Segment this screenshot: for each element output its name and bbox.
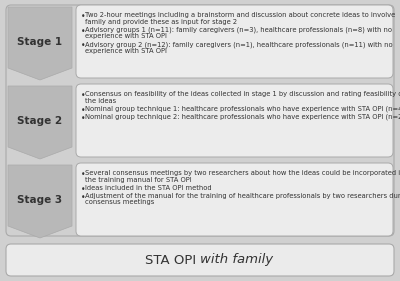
- Text: •: •: [81, 91, 86, 100]
- Text: Consensus on feasibility of the ideas collected in stage 1 by discussion and rat: Consensus on feasibility of the ideas co…: [85, 91, 400, 97]
- Text: Stage 2: Stage 2: [18, 116, 62, 126]
- FancyBboxPatch shape: [6, 5, 394, 236]
- Polygon shape: [8, 165, 72, 238]
- Text: Ideas included in the STA OPI method: Ideas included in the STA OPI method: [85, 185, 212, 191]
- Text: Stage 1: Stage 1: [18, 37, 62, 47]
- Text: the ideas: the ideas: [85, 98, 116, 104]
- Text: the training manual for STA OPI: the training manual for STA OPI: [85, 176, 192, 183]
- Text: with family: with family: [200, 253, 273, 266]
- Text: Advisory groups 1 (n=11): family caregivers (n=3), healthcare professionals (n=8: Advisory groups 1 (n=11): family caregiv…: [85, 27, 392, 33]
- Text: family and provide these as input for stage 2: family and provide these as input for st…: [85, 19, 237, 25]
- Text: Advisory group 2 (n=12): family caregivers (n=1), healthcare professionals (n=11: Advisory group 2 (n=12): family caregive…: [85, 41, 393, 48]
- Text: •: •: [81, 12, 86, 21]
- Text: experience with STA OPI: experience with STA OPI: [85, 48, 167, 54]
- Text: Adjustment of the manual for the training of healthcare professionals by two res: Adjustment of the manual for the trainin…: [85, 193, 400, 199]
- Text: consensus meetings: consensus meetings: [85, 200, 154, 205]
- Polygon shape: [8, 7, 72, 80]
- Text: Two 2-hour meetings including a brainstorm and discussion about concrete ideas t: Two 2-hour meetings including a brainsto…: [85, 12, 395, 18]
- Text: •: •: [81, 27, 86, 36]
- Text: Nominal group technique 2: healthcare professionals who have experience with STA: Nominal group technique 2: healthcare pr…: [85, 114, 400, 120]
- Text: STA OPI: STA OPI: [145, 253, 200, 266]
- Text: •: •: [81, 185, 86, 194]
- FancyBboxPatch shape: [76, 84, 393, 157]
- Polygon shape: [8, 86, 72, 159]
- Text: •: •: [81, 114, 86, 123]
- FancyBboxPatch shape: [76, 163, 393, 236]
- Text: Nominal group technique 1: healthcare professionals who have experience with STA: Nominal group technique 1: healthcare pr…: [85, 106, 400, 112]
- Text: •: •: [81, 41, 86, 50]
- FancyBboxPatch shape: [76, 5, 393, 78]
- Text: Stage 3: Stage 3: [18, 195, 62, 205]
- Text: •: •: [81, 106, 86, 115]
- Text: experience with STA OPI: experience with STA OPI: [85, 33, 167, 39]
- FancyBboxPatch shape: [6, 244, 394, 276]
- Text: Several consensus meetings by two researchers about how the ideas could be incor: Several consensus meetings by two resear…: [85, 170, 400, 176]
- Text: •: •: [81, 193, 86, 202]
- Text: •: •: [81, 170, 86, 179]
